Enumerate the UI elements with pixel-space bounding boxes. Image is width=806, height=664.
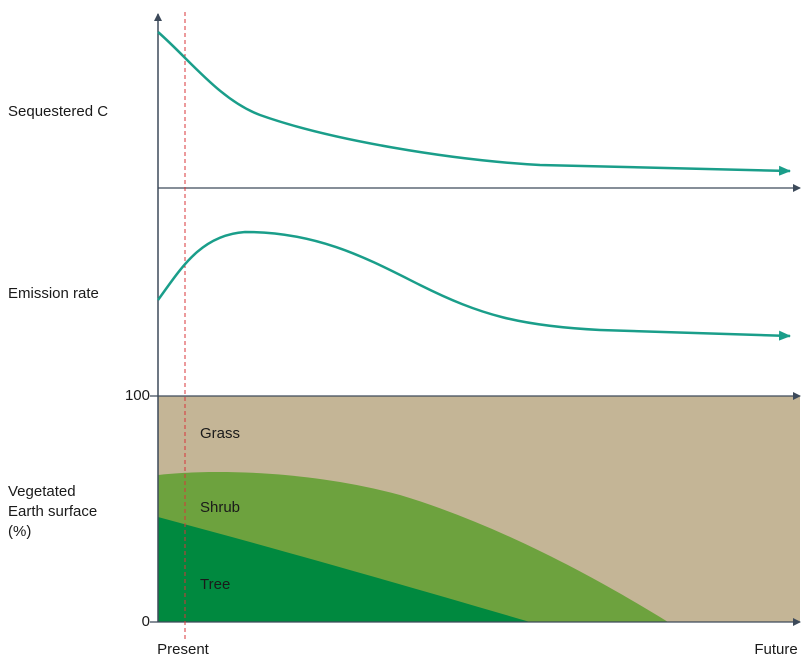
axis-label: Future xyxy=(754,641,797,658)
region-label: Tree xyxy=(200,576,230,593)
axis-label: Present xyxy=(157,641,210,658)
label: Emission rate xyxy=(8,285,99,302)
tree-area xyxy=(158,517,530,622)
emission-curve xyxy=(156,230,791,341)
label: Vegetated xyxy=(8,483,76,500)
sequestered-curve xyxy=(157,31,791,176)
region-label: Grass xyxy=(200,425,240,442)
label: Earth surface xyxy=(8,503,97,520)
region-label: Shrub xyxy=(200,499,240,516)
tick-label: 0 xyxy=(142,613,150,630)
label: Sequestered C xyxy=(8,103,108,120)
label: (%) xyxy=(8,523,31,540)
tick-label: 100 xyxy=(125,387,150,404)
